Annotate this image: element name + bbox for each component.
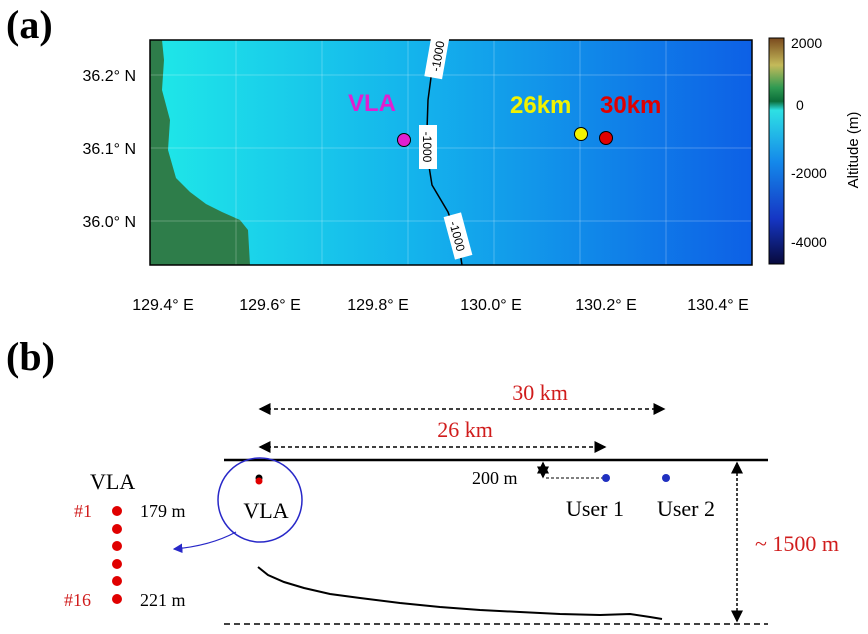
colorbar-tick: 2000	[791, 35, 822, 51]
distance-26km-label: 26 km	[437, 417, 493, 442]
colorbar-gradient	[768, 37, 785, 265]
x-tick: 129.4° E	[132, 297, 194, 314]
x-axis-ticks: 129.4° E 129.6° E 129.8° E 130.0° E 130.…	[132, 297, 749, 314]
vla-bottom-element	[255, 477, 263, 485]
contour-label-2: -1000	[419, 125, 437, 169]
colorbar-tick: -2000	[791, 165, 827, 181]
vla-circle-label: VLA	[243, 498, 288, 523]
y-tick: 36.1° N	[82, 141, 136, 158]
y-axis-ticks: 36.2° N 36.1° N 36.0° N	[82, 68, 136, 231]
colorbar-tick: -4000	[791, 234, 827, 250]
depth-1500m-label: ~ 1500 m	[755, 531, 839, 556]
contour-label-3: -1000	[443, 212, 473, 260]
distance-30km-label: 30 km	[512, 380, 568, 405]
user2-label: User 2	[657, 496, 715, 521]
map-frame	[149, 39, 753, 266]
hydrophone	[112, 506, 122, 516]
vla-marker-label: VLA	[348, 90, 396, 117]
vla-marker	[397, 133, 411, 147]
marker-30km	[599, 131, 613, 145]
hydrophone	[112, 541, 122, 551]
panel-b-label: (b)	[6, 334, 55, 379]
colorbar-tick: 0	[796, 97, 804, 113]
depth-200m-label: 200 m	[472, 468, 518, 488]
vla-zoom-arrow	[172, 531, 237, 554]
marker-30km-label: 30km	[600, 92, 661, 119]
svg-text:-1000: -1000	[428, 40, 447, 73]
coastal-land	[150, 40, 250, 265]
y-tick: 36.0° N	[82, 214, 136, 231]
hydrophone-1-depth: 179 m	[140, 501, 186, 521]
x-tick: 129.8° E	[347, 297, 409, 314]
hydrophone	[112, 594, 122, 604]
hydrophone-16-index: #16	[64, 590, 91, 610]
vla-array-title: VLA	[90, 469, 135, 494]
x-tick: 130.0° E	[460, 297, 522, 314]
bathymetry-map: -1000 -1000 -1000 VLA 26km 30km	[149, 32, 753, 266]
contour-label-1: -1000	[424, 32, 450, 80]
user1-label: User 1	[566, 496, 624, 521]
colorbar: 2000 0 -2000 -4000 Altitude (m)	[768, 35, 862, 265]
seabed-profile	[257, 566, 663, 620]
x-tick: 129.6° E	[239, 297, 301, 314]
hydrophone	[112, 524, 122, 534]
hydrophone	[112, 576, 122, 586]
x-tick: 130.4° E	[687, 297, 749, 314]
x-tick: 130.2° E	[575, 297, 637, 314]
hydrophone-array	[112, 506, 122, 604]
y-tick: 36.2° N	[82, 68, 136, 85]
hydrophone-1-index: #1	[74, 501, 92, 521]
panel-a-label: (a)	[6, 2, 53, 47]
hydrophone	[112, 559, 122, 569]
user2-marker	[662, 474, 670, 482]
svg-text:-1000: -1000	[420, 132, 434, 163]
marker-26km	[574, 127, 588, 141]
marker-26km-label: 26km	[510, 92, 571, 119]
user1-marker	[602, 474, 610, 482]
colorbar-label: Altitude (m)	[845, 112, 862, 189]
vla-highlight-circle	[217, 457, 303, 543]
hydrophone-16-depth: 221 m	[140, 590, 186, 610]
